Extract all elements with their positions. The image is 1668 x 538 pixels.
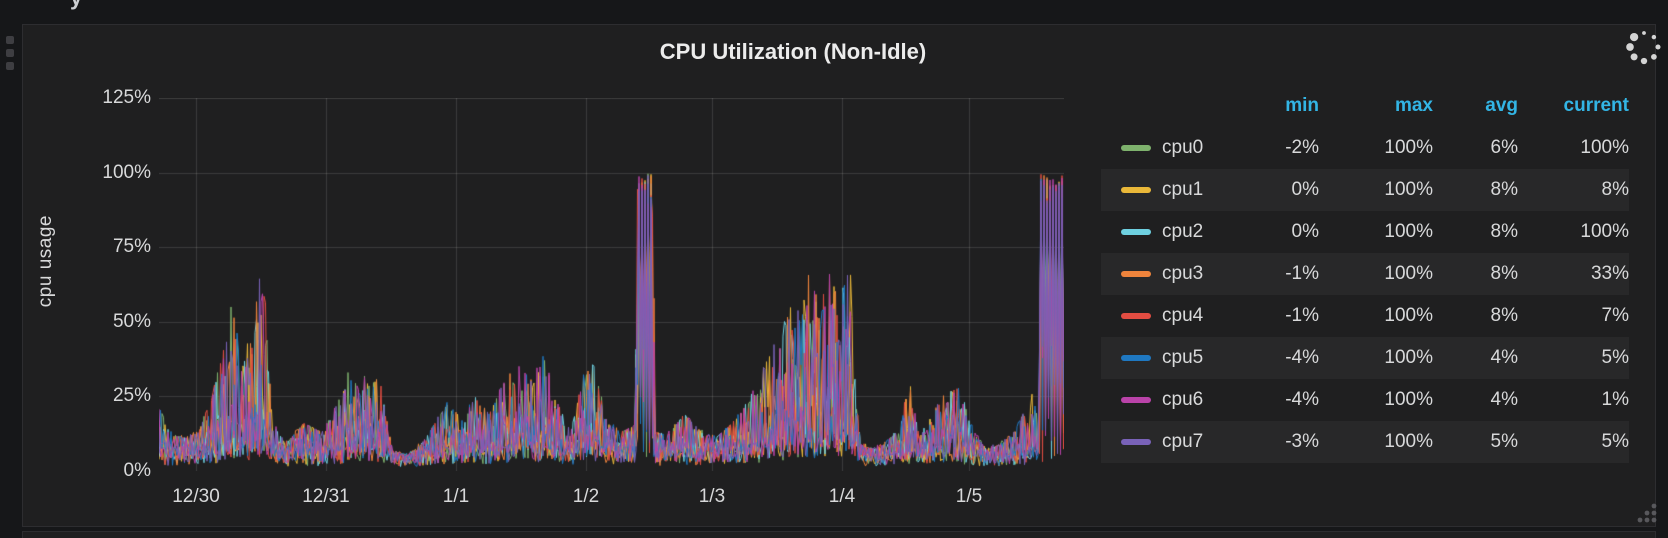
legend-value-min: -4%: [1285, 347, 1319, 368]
legend-row: cpu6 -4% 100% 4% 1%: [1101, 379, 1629, 421]
legend-value-avg: 8%: [1490, 221, 1518, 242]
series-color-swatch-icon: [1121, 313, 1151, 319]
series-color-swatch-icon: [1121, 187, 1151, 193]
legend-value-avg: 8%: [1490, 263, 1518, 284]
legend-row: cpu5 -4% 100% 4% 5%: [1101, 337, 1629, 379]
series-color-swatch-icon: [1121, 439, 1151, 445]
x-tick-label: 1/4: [828, 486, 856, 507]
legend-series-toggle[interactable]: cpu2: [1101, 221, 1253, 243]
legend-series-toggle[interactable]: cpu3: [1101, 263, 1253, 285]
legend-series-toggle[interactable]: cpu0: [1101, 137, 1253, 159]
legend-value-current: 100%: [1580, 137, 1629, 158]
legend-value-current: 7%: [1601, 305, 1629, 326]
legend-header-row: min max avg current: [1101, 85, 1629, 127]
panel-title[interactable]: CPU Utilization (Non-Idle): [659, 39, 927, 64]
legend-row: cpu7 -3% 100% 5% 5%: [1101, 421, 1629, 463]
legend-value-current: 5%: [1601, 431, 1629, 452]
legend-series-toggle[interactable]: cpu6: [1101, 389, 1253, 411]
legend-value-min: -1%: [1285, 305, 1319, 326]
y-tick-label: 75%: [112, 236, 151, 258]
drag-dot-icon: [6, 62, 14, 70]
legend-value-min: 0%: [1291, 179, 1319, 200]
x-tick-label: 12/31: [302, 486, 350, 507]
legend-value-max: 100%: [1384, 137, 1433, 158]
series-label: cpu4: [1162, 305, 1204, 326]
legend-col-max[interactable]: max: [1394, 95, 1433, 116]
legend-value-current: 33%: [1590, 263, 1629, 284]
y-axis-label: cpu usage: [35, 215, 56, 308]
legend-value-max: 100%: [1384, 263, 1433, 284]
series-label: cpu7: [1162, 431, 1204, 452]
legend-value-min: -2%: [1285, 137, 1319, 158]
legend-value-current: 8%: [1601, 179, 1629, 200]
drag-dot-icon: [6, 36, 14, 44]
y-tick-label: 0%: [123, 460, 151, 481]
legend-row: cpu0 -2% 100% 6% 100%: [1101, 127, 1629, 169]
legend-rows: cpu0 -2% 100% 6% 100% cpu1 0% 100% 8% 8% cpu2 0% 100…: [1101, 127, 1629, 463]
series-label: cpu1: [1162, 179, 1204, 200]
y-tick-label: 125%: [102, 87, 151, 108]
legend-value-max: 100%: [1384, 389, 1433, 410]
panel-resize-handle[interactable]: [1635, 501, 1659, 525]
legend-value-min: -3%: [1285, 431, 1319, 452]
series-color-swatch-icon: [1121, 229, 1151, 235]
legend-value-current: 1%: [1601, 389, 1629, 410]
series-label: cpu6: [1162, 389, 1204, 410]
legend-row: cpu4 -1% 100% 8% 7%: [1101, 295, 1629, 337]
legend-value-avg: 5%: [1490, 431, 1518, 452]
cpu-utilization-panel: CPU Utilization (Non-Idle) cpu usage 125…: [22, 24, 1661, 527]
legend-series-toggle[interactable]: cpu1: [1101, 179, 1253, 201]
next-panel-top-edge: [22, 531, 1656, 538]
legend-row: cpu3 -1% 100% 8% 33%: [1101, 253, 1629, 295]
legend-col-current[interactable]: current: [1563, 95, 1629, 116]
legend-value-avg: 4%: [1490, 389, 1518, 410]
series-label: cpu3: [1162, 263, 1204, 284]
series-label: cpu2: [1162, 221, 1204, 242]
x-tick-label: 1/2: [572, 486, 600, 507]
series-color-swatch-icon: [1121, 145, 1151, 151]
x-tick-label: 1/5: [955, 486, 983, 507]
legend-col-avg[interactable]: avg: [1485, 95, 1518, 116]
legend-col-min[interactable]: min: [1285, 95, 1319, 116]
legend-series-toggle[interactable]: cpu4: [1101, 305, 1253, 327]
x-tick-label: 1/1: [442, 486, 470, 507]
legend-row: cpu1 0% 100% 8% 8%: [1101, 169, 1629, 211]
y-tick-label: 100%: [102, 161, 151, 183]
row-drag-handle[interactable]: [6, 36, 14, 70]
legend-series-toggle[interactable]: cpu5: [1101, 347, 1253, 369]
legend-value-avg: 8%: [1490, 305, 1518, 326]
legend-table: min max avg current cpu0 -2% 100% 6% 100% cpu…: [1101, 85, 1629, 463]
drag-dot-icon: [6, 49, 14, 57]
series-color-swatch-icon: [1121, 355, 1151, 361]
legend-value-min: 0%: [1291, 221, 1319, 242]
legend-value-max: 100%: [1384, 431, 1433, 452]
loading-spinner-icon: [1626, 31, 1661, 65]
cpu-chart-canvas[interactable]: [159, 98, 1064, 471]
legend-value-avg: 6%: [1490, 137, 1518, 158]
legend-value-avg: 8%: [1490, 179, 1518, 200]
legend-value-min: -1%: [1285, 263, 1319, 284]
legend-value-max: 100%: [1384, 347, 1433, 368]
legend-value-current: 100%: [1580, 221, 1629, 242]
legend-series-toggle[interactable]: cpu7: [1101, 431, 1253, 453]
legend-value-max: 100%: [1384, 305, 1433, 326]
legend-value-avg: 4%: [1490, 347, 1518, 368]
legend-row: cpu2 0% 100% 8% 100%: [1101, 211, 1629, 253]
legend-value-current: 5%: [1601, 347, 1629, 368]
clipped-dashboard-title: y: [70, 0, 82, 11]
legend-value-max: 100%: [1384, 179, 1433, 200]
x-tick-label: 12/30: [172, 486, 220, 507]
y-tick-label: 25%: [112, 385, 151, 407]
x-tick-label: 1/3: [698, 486, 726, 507]
series-color-swatch-icon: [1121, 271, 1151, 277]
series-label: cpu0: [1162, 137, 1204, 158]
series-label: cpu5: [1162, 347, 1204, 368]
legend-value-max: 100%: [1384, 221, 1433, 242]
series-color-swatch-icon: [1121, 397, 1151, 403]
y-tick-label: 50%: [112, 310, 151, 332]
legend-value-min: -4%: [1285, 389, 1319, 410]
